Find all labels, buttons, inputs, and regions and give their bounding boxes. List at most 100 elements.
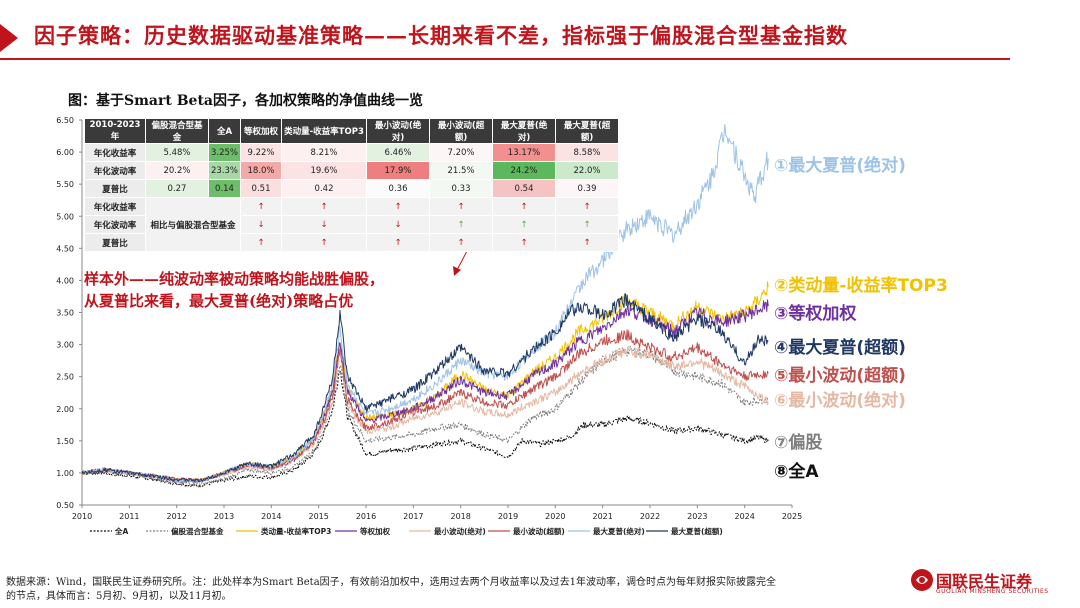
compare-arrow: ↑ (429, 197, 494, 216)
callout-text: 样本外——纯波动率被动策略均能战胜偏股， 从夏普比来看，最大夏普(绝对)策略占优 (84, 268, 384, 312)
compare-arrow: ↑ (429, 233, 494, 252)
compare-label: 相比与偏股混合型基金 (144, 197, 242, 252)
table-cell: 0.54 (492, 179, 557, 198)
table-cell: 6.46% (366, 143, 431, 162)
table-header-cell: 2010-2023年 (84, 118, 146, 144)
y-tick-label: 4.00 (56, 276, 74, 285)
table-row-label: 年化收益率 (84, 197, 146, 216)
y-tick-label: 0.50 (56, 501, 74, 510)
legend-label: 等权加权 (360, 526, 390, 536)
y-tick-label: 1.50 (56, 437, 74, 446)
company-name-en: GUOLIAN MINSHENG SECURITIES (936, 588, 1049, 595)
compare-arrow: ↑ (240, 233, 283, 252)
footnote-line-1: 数据来源：Wind，国联民生证券研究所。注：此处样本为Smart Beta因子，… (6, 577, 777, 588)
y-tick-label: 1.00 (56, 469, 74, 478)
series-line-3 (81, 299, 769, 483)
legend-label: 最小波动(超额) (513, 526, 565, 536)
table-header-cell: 最小波动(超额) (429, 118, 494, 144)
x-tick-label: 2011 (119, 512, 139, 521)
series-line-5 (81, 329, 769, 483)
y-tick-label: 6.50 (56, 116, 74, 125)
table-cell: 19.6% (281, 161, 368, 180)
y-tick-label: 2.50 (56, 373, 74, 382)
table-cell: 24.2% (492, 161, 557, 180)
table-cell: 23.3% (207, 161, 242, 180)
table-header-cell: 最大夏普(绝对) (492, 118, 557, 144)
x-tick-label: 2020 (545, 512, 565, 521)
table-cell: 18.0% (240, 161, 283, 180)
x-tick-label: 2019 (498, 512, 518, 521)
company-name: 国联民生证券 (936, 572, 1033, 591)
compare-arrow: ↓ (366, 215, 431, 234)
x-tick-label: 2012 (166, 512, 186, 521)
table-cell: 7.20% (429, 143, 494, 162)
company-logo-icon (911, 569, 933, 591)
compare-arrow: ↑ (555, 197, 620, 216)
y-tick-label: 5.50 (56, 180, 74, 189)
table-compare-row: 年化收益率 相比与偏股混合型基金 ↑ ↑ ↑ ↑ ↑ ↑ (84, 197, 620, 252)
compare-arrow: ↑ (555, 215, 620, 234)
legend-label: 最大夏普(绝对) (593, 526, 645, 536)
compare-arrow: ↑ (240, 197, 283, 216)
legend-label: 类动量-收益率TOP3 (261, 526, 331, 536)
x-tick-label: 2016 (356, 512, 376, 521)
figure-caption: 图：基于Smart Beta因子，各加权策略的净值曲线一览 (68, 93, 423, 109)
x-tick-label: 2018 (450, 512, 470, 521)
table-header-cell: 偏股混合型基金 (145, 118, 209, 144)
footnote: 数据来源：Wind，国联民生证券研究所。注：此处样本为Smart Beta因子，… (6, 576, 906, 604)
compare-arrow: ↑ (366, 197, 431, 216)
table-cell: 0.33 (429, 179, 494, 198)
y-tick-label: 4.50 (56, 244, 74, 253)
stats-table: 2010-2023年 偏股混合型基金 全A 等权加权 类动量-收益率TOP3 最小波动(绝… (84, 118, 620, 252)
x-tick-label: 2017 (403, 512, 423, 521)
table-row: 年化收益率 5.48% 3.25% 9.22% 8.21% 6.46% 7.20% 13.17… (84, 143, 620, 162)
series-end-label: ⑥最小波动(绝对) (774, 391, 906, 411)
table-row: 年化波动率 20.2% 23.3% 18.0% 19.6% 17.9% 21.5% 24.2%… (84, 161, 620, 180)
y-tick-label: 5.00 (56, 212, 74, 221)
table-compare-row: 夏普比 ↑ ↑ ↑ ↑ ↑ ↑ (84, 233, 620, 252)
table-cell: 0.27 (145, 179, 209, 198)
legend-label: 最小波动(绝对) (434, 526, 486, 536)
table-header-row: 2010-2023年 偏股混合型基金 全A 等权加权 类动量-收益率TOP3 最小波动(绝… (84, 118, 620, 144)
table-row-label: 年化收益率 (84, 143, 146, 162)
series-end-label: ⑦偏股 (774, 433, 823, 453)
x-tick-label: 2014 (261, 512, 281, 521)
series-line-4 (81, 345, 769, 483)
title-divider (0, 58, 1010, 60)
compare-arrow: ↑ (492, 197, 557, 216)
table-row: 夏普比 0.27 0.14 0.51 0.42 0.36 0.33 0.54 0.39 (84, 179, 620, 198)
table-cell: 0.39 (555, 179, 620, 198)
series-end-label: ⑤最小波动(超额) (774, 366, 906, 386)
series-end-label: ①最大夏普(绝对) (774, 156, 906, 176)
table-header-cell: 类动量-收益率TOP3 (281, 118, 368, 144)
x-tick-label: 2021 (592, 512, 612, 521)
nav-line-chart: 0.50 1.00 1.50 2.00 2.50 3.00 3.50 4.00 4.50 5.00… (56, 116, 802, 536)
callout-arrow-head-icon (453, 266, 461, 276)
compare-arrow: ↑ (555, 233, 620, 252)
y-tick-label: 2.00 (56, 405, 74, 414)
table-cell: 0.36 (366, 179, 431, 198)
table-cell: 21.5% (429, 161, 494, 180)
compare-arrow: ↑ (492, 215, 557, 234)
table-cell: 3.25% (207, 143, 242, 162)
y-tick-label: 3.50 (56, 309, 74, 318)
table-header-cell: 最大夏普(超额) (555, 118, 620, 144)
footnote-line-2: 的节点，具体而言：5月初、9月初，以及11月初。 (6, 591, 232, 602)
table-row-label: 年化波动率 (84, 161, 146, 180)
series-end-label: ④最大夏普(超额) (774, 338, 906, 358)
x-tick-label: 2013 (214, 512, 234, 521)
table-header-cell: 全A (207, 118, 242, 144)
callout-line-2: 从夏普比来看，最大夏普(绝对)策略占优 (84, 292, 354, 310)
table-cell: 5.48% (145, 143, 209, 162)
compare-arrow: ↑ (281, 233, 368, 252)
title-triangle-icon (0, 24, 18, 52)
table-row-label: 夏普比 (84, 179, 146, 198)
table-cell: 13.17% (492, 143, 557, 162)
table-cell: 0.51 (240, 179, 283, 198)
page-title: 因子策略：历史数据驱动基准策略——长期来看不差，指标强于偏股混合型基金指数 (34, 23, 848, 48)
x-tick-label: 2023 (687, 512, 707, 521)
table-header-cell: 等权加权 (240, 118, 283, 144)
table-header-cell: 最小波动(绝对) (366, 118, 431, 144)
table-cell: 20.2% (145, 161, 209, 180)
table-cell: 8.21% (281, 143, 368, 162)
